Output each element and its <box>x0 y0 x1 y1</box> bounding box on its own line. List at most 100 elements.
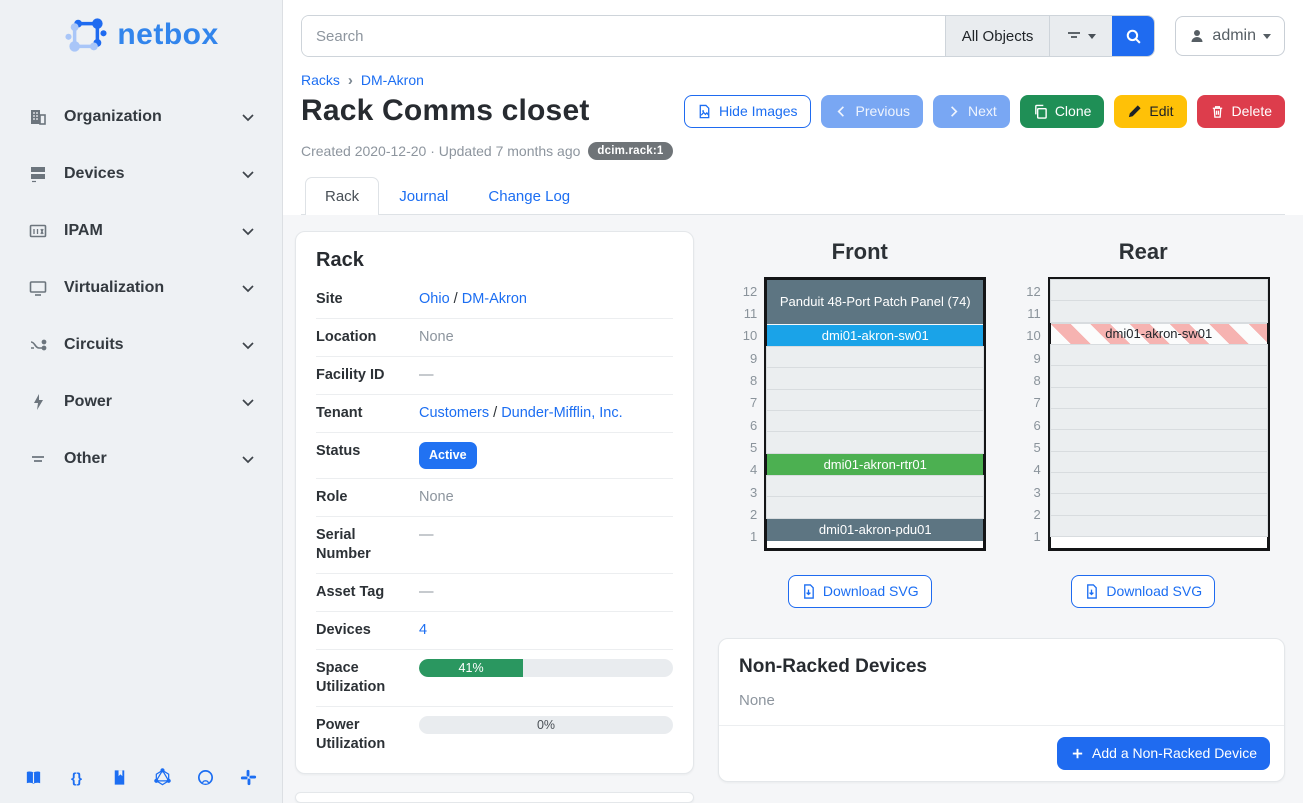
sidebar-item-devices[interactable]: Devices <box>0 145 282 202</box>
previous-button[interactable]: Previous <box>820 94 924 128</box>
detail-link[interactable]: Dunder-Mifflin, Inc. <box>501 405 623 421</box>
detail-link[interactable]: 4 <box>419 622 428 638</box>
sidebar-item-power[interactable]: Power <box>0 373 282 430</box>
sidebar-item-circuits[interactable]: Circuits <box>0 316 282 373</box>
detail-link[interactable]: Ohio <box>419 291 450 307</box>
detail-row-space-utilization: Space Utilization 41% <box>316 650 673 707</box>
search-input[interactable] <box>302 16 945 56</box>
unit-number: 1 <box>1033 529 1041 545</box>
docs-icon[interactable] <box>24 768 43 787</box>
rack-device-dmi01-akron-rtr01[interactable]: dmi01-akron-rtr01 <box>767 453 984 476</box>
sidebar-item-ipam[interactable]: IPAM <box>0 202 282 259</box>
edit-button[interactable]: Edit <box>1114 94 1187 128</box>
detail-row-role: Role None <box>316 479 673 517</box>
empty-rack-unit[interactable] <box>1049 514 1268 537</box>
empty-rack-unit[interactable] <box>766 388 985 411</box>
download-svg-rear-button[interactable]: Download SVG <box>1071 574 1216 608</box>
breadcrumb-link[interactable]: DM-Akron <box>360 72 424 88</box>
next-button[interactable]: Next <box>933 94 1010 128</box>
detail-value: — <box>419 526 673 564</box>
page-header: All Objects <box>283 0 1303 215</box>
detail-row-location: Location None <box>316 319 673 357</box>
detail-row-asset-tag: Asset Tag — <box>316 574 673 612</box>
empty-rack-unit[interactable] <box>1049 450 1268 473</box>
unit-number: 12 <box>742 283 758 299</box>
github-icon[interactable] <box>196 768 215 787</box>
button-label: Next <box>968 103 997 119</box>
search-submit-button[interactable] <box>1112 16 1155 56</box>
unit-number: 2 <box>1033 506 1041 522</box>
search-scope-button[interactable]: All Objects <box>944 16 1050 56</box>
detail-text: — <box>419 584 434 600</box>
download-svg-front-button[interactable]: Download SVG <box>787 574 932 608</box>
empty-rack-unit[interactable] <box>1049 407 1268 431</box>
empty-rack-unit[interactable] <box>766 345 985 369</box>
detail-row-serial-number: Serial Number — <box>316 517 673 574</box>
detail-link[interactable]: DM-Akron <box>461 291 527 307</box>
button-label: Previous <box>855 103 911 119</box>
tab-journal[interactable]: Journal <box>399 188 449 205</box>
detail-label: Asset Tag <box>316 584 385 600</box>
unit-number: 7 <box>1033 395 1041 411</box>
action-buttons: Hide Images Previous Next Clone Edit Delete <box>683 94 1285 128</box>
search-filter-button[interactable] <box>1049 16 1113 56</box>
rack-device-dmi01-akron-sw01[interactable]: dmi01-akron-sw01 <box>1050 322 1267 345</box>
empty-rack-unit[interactable] <box>766 474 985 498</box>
add-non-racked-device-button[interactable]: Add a Non-Racked Device <box>1057 736 1270 770</box>
search-scope-label: All Objects <box>961 27 1034 45</box>
tab-rack[interactable]: Rack <box>305 177 380 215</box>
hide-images-button[interactable]: Hide Images <box>683 94 811 128</box>
chevron-down-icon <box>240 280 256 296</box>
empty-rack-unit[interactable] <box>766 367 985 390</box>
netbox-logo[interactable]: netbox <box>10 14 272 56</box>
rack-elevations: Front 12 11 10 9 8 7 6 5 4 3 2 1 Panduit 48-Port Pa… <box>718 231 1285 608</box>
rack-device-panduit 48-port patch panel (74)[interactable]: Panduit 48-Port Patch Panel (74) <box>767 280 984 325</box>
right-column: Front 12 11 10 9 8 7 6 5 4 3 2 1 Panduit 48-Port Pa… <box>718 231 1285 803</box>
slack-icon[interactable] <box>239 768 258 787</box>
breadcrumb: Racks › DM-Akron <box>301 72 1285 88</box>
sidebar-item-label: Circuits <box>64 335 124 353</box>
rack-device-dmi01-akron-sw01[interactable]: dmi01-akron-sw01 <box>767 324 984 347</box>
rest-api-icon[interactable]: {} <box>67 768 86 787</box>
non-racked-title: Non-Racked Devices <box>739 655 927 677</box>
detail-label: Serial Number <box>316 527 371 562</box>
user-menu-button[interactable]: admin <box>1175 16 1285 56</box>
delete-button[interactable]: Delete <box>1196 94 1285 128</box>
rear-elevation: Rear 12 11 10 9 8 7 6 5 4 3 2 1 dmi01-akron-sw01 Do… <box>1002 231 1286 608</box>
sidebar-item-virtualization[interactable]: Virtualization <box>0 259 282 316</box>
empty-rack-unit[interactable] <box>766 409 985 433</box>
netbox-logo-icon <box>65 18 107 52</box>
sidebar-item-organization[interactable]: Organization <box>0 88 282 145</box>
empty-rack-unit[interactable] <box>766 431 985 454</box>
detail-label: Site <box>316 291 343 307</box>
rack-details-card: Rack Site Ohio / DM-Akron Location None Faci… <box>295 231 694 774</box>
api-docs-icon[interactable] <box>110 768 129 787</box>
button-label: Hide Images <box>718 103 798 119</box>
progress-label: 0% <box>536 717 556 732</box>
rear-elevation-diagram: 12 11 10 9 8 7 6 5 4 3 2 1 dmi01-akron-sw01 <box>1017 277 1270 551</box>
empty-rack-unit[interactable] <box>1049 365 1268 388</box>
sidebar-item-other[interactable]: Other <box>0 430 282 487</box>
breadcrumb-link[interactable]: Racks <box>301 72 340 88</box>
rack-device-dmi01-akron-pdu01[interactable]: dmi01-akron-pdu01 <box>767 518 984 541</box>
empty-rack-unit[interactable] <box>1049 471 1268 495</box>
empty-rack-unit[interactable] <box>1049 493 1268 516</box>
unit-number: 5 <box>1033 439 1041 455</box>
caret-down-icon <box>1263 33 1271 39</box>
empty-rack-unit[interactable] <box>1049 300 1268 323</box>
organization-icon <box>28 107 48 127</box>
empty-rack-unit[interactable] <box>766 496 985 519</box>
empty-rack-unit[interactable] <box>1049 429 1268 452</box>
detail-link[interactable]: Customers <box>419 405 490 421</box>
pencil-icon <box>1127 104 1142 119</box>
sidebar-item-label: IPAM <box>64 221 103 239</box>
empty-rack-unit[interactable] <box>1049 343 1268 367</box>
clone-button[interactable]: Clone <box>1019 94 1105 128</box>
chevron-down-icon <box>240 223 256 239</box>
sidebar-item-label: Devices <box>64 164 125 182</box>
graphql-icon[interactable] <box>153 768 172 787</box>
empty-rack-unit[interactable] <box>1049 386 1268 409</box>
empty-rack-unit[interactable] <box>1049 279 1268 302</box>
unit-number: 4 <box>1033 462 1041 478</box>
tab-change-log[interactable]: Change Log <box>488 188 571 205</box>
